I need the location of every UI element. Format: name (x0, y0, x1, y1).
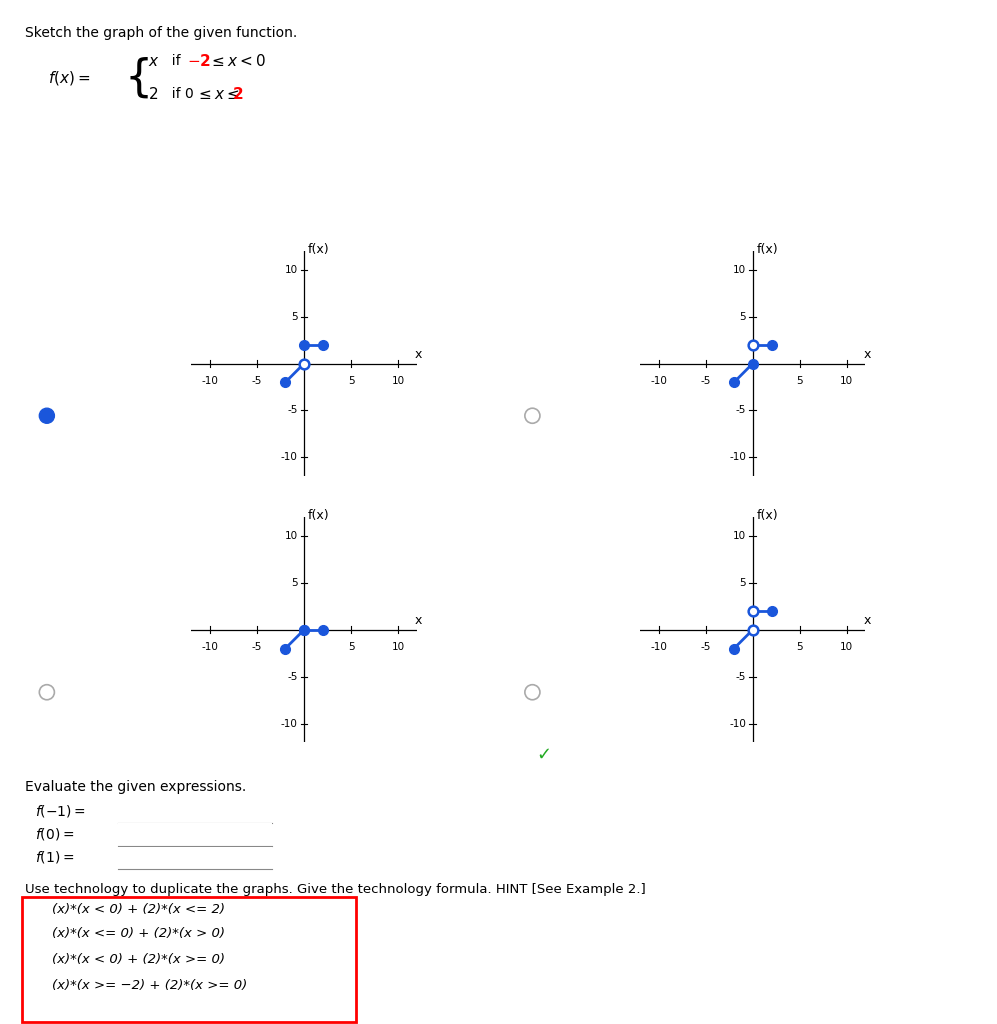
Text: $-\mathbf{2}$: $-\mathbf{2}$ (187, 53, 211, 70)
Text: -5: -5 (252, 376, 262, 386)
Text: if 0: if 0 (163, 87, 197, 101)
Text: 5: 5 (740, 311, 746, 322)
Text: 5: 5 (348, 642, 354, 652)
Circle shape (39, 409, 55, 423)
Circle shape (29, 904, 41, 916)
Text: (x)*(x < 0) + (2)*(x <= 2): (x)*(x < 0) + (2)*(x <= 2) (52, 903, 225, 915)
Text: 5: 5 (291, 578, 297, 588)
Text: -5: -5 (701, 642, 711, 652)
Text: 10: 10 (733, 264, 746, 274)
Text: x: x (863, 614, 870, 627)
Text: if: if (163, 54, 184, 69)
Text: $f(1) =$: $f(1) =$ (35, 849, 74, 865)
Text: -10: -10 (280, 453, 297, 463)
Text: 10: 10 (284, 264, 297, 274)
Text: f(x): f(x) (308, 243, 329, 256)
Text: ✓: ✓ (535, 745, 551, 764)
Text: $x$: $x$ (148, 54, 160, 69)
Text: 10: 10 (840, 642, 853, 652)
Text: -5: -5 (287, 672, 297, 682)
Text: f(x): f(x) (757, 243, 778, 256)
Text: -10: -10 (650, 376, 667, 386)
Text: -10: -10 (650, 642, 667, 652)
Text: (x)*(x >= −2) + (2)*(x >= 0): (x)*(x >= −2) + (2)*(x >= 0) (52, 979, 247, 991)
Text: Sketch the graph of the given function.: Sketch the graph of the given function. (25, 26, 297, 40)
Text: -5: -5 (701, 376, 711, 386)
Text: Use technology to duplicate the graphs. Give the technology formula. HINT [See E: Use technology to duplicate the graphs. … (25, 883, 646, 896)
Text: -10: -10 (729, 453, 746, 463)
Text: -5: -5 (736, 406, 746, 416)
Text: $f(-1) =$: $f(-1) =$ (35, 803, 86, 819)
Text: (x)*(x < 0) + (2)*(x >= 0): (x)*(x < 0) + (2)*(x >= 0) (52, 953, 225, 966)
Text: 5: 5 (348, 376, 354, 386)
Text: $\leq x \leq$: $\leq x \leq$ (196, 87, 240, 101)
Text: x: x (415, 348, 422, 360)
Text: (x)*(x <= 0) + (2)*(x > 0): (x)*(x <= 0) + (2)*(x > 0) (52, 928, 225, 940)
Text: f(x): f(x) (308, 509, 329, 522)
Text: f(x): f(x) (757, 509, 778, 522)
Text: 10: 10 (733, 530, 746, 541)
Text: $f(x)=$: $f(x)=$ (48, 69, 91, 87)
Text: $2$: $2$ (148, 86, 158, 102)
Text: -10: -10 (201, 376, 218, 386)
Text: $\mathbf{2}$: $\mathbf{2}$ (232, 86, 243, 102)
Text: 5: 5 (797, 642, 803, 652)
Text: -10: -10 (280, 719, 297, 729)
Text: 10: 10 (392, 642, 405, 652)
Text: -5: -5 (736, 672, 746, 682)
Text: $\leq x < 0$: $\leq x < 0$ (209, 53, 266, 70)
Text: 10: 10 (840, 376, 853, 386)
Text: $f(0) =$: $f(0) =$ (35, 825, 74, 842)
Text: 5: 5 (291, 311, 297, 322)
Text: x: x (863, 348, 870, 360)
Text: Evaluate the given expressions.: Evaluate the given expressions. (25, 780, 246, 795)
Text: 10: 10 (284, 530, 297, 541)
Text: 10: 10 (392, 376, 405, 386)
Text: -10: -10 (201, 642, 218, 652)
Text: -5: -5 (287, 406, 297, 416)
Text: 5: 5 (740, 578, 746, 588)
Text: 5: 5 (797, 376, 803, 386)
Text: -5: -5 (252, 642, 262, 652)
Text: {: { (125, 56, 153, 99)
Text: x: x (415, 614, 422, 627)
Text: -10: -10 (729, 719, 746, 729)
